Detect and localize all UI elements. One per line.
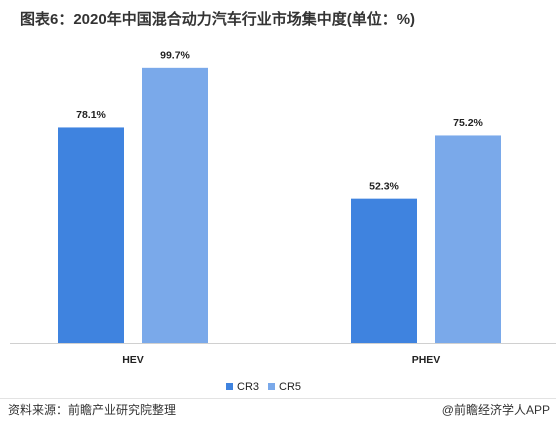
chart-title: 图表6：2020年中国混合动力汽车行业市场集中度(单位：%) xyxy=(20,10,415,28)
value-label: 75.2% xyxy=(453,117,483,129)
value-label: 52.3% xyxy=(369,180,399,192)
value-label: 99.7% xyxy=(160,50,190,62)
value-label: 78.1% xyxy=(76,109,106,121)
legend-swatch xyxy=(226,383,233,390)
legend-label: CR5 xyxy=(279,381,301,393)
x-tick-label: PHEV xyxy=(412,354,441,366)
credit: @前瞻经济学人APP xyxy=(442,402,550,417)
bar xyxy=(351,198,417,343)
bar xyxy=(435,135,501,343)
source-note: 资料来源：前瞻产业研究院整理 xyxy=(8,402,176,417)
bar xyxy=(58,127,124,343)
legend-swatch xyxy=(268,383,275,390)
bar xyxy=(142,67,208,343)
legend-label: CR3 xyxy=(237,381,259,393)
x-tick-label: HEV xyxy=(122,354,144,366)
